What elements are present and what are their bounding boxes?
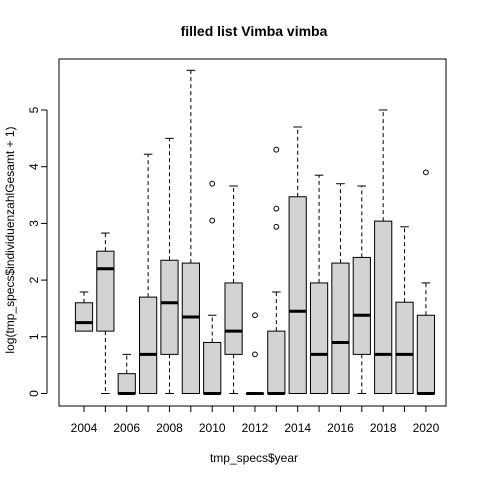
y-tick-label: 2 <box>27 276 41 283</box>
x-tick-label: 2008 <box>156 421 183 435</box>
box-2020 <box>416 169 436 395</box>
box-body <box>224 282 243 355</box>
box-body <box>96 250 115 332</box>
box-2019 <box>395 226 414 395</box>
box-2013 <box>267 146 286 395</box>
y-tick-label: 1 <box>27 333 41 340</box>
box-2007 <box>139 153 158 394</box>
box-body <box>331 262 350 394</box>
box-2018 <box>374 109 393 394</box>
x-tick-label: 2010 <box>199 421 226 435</box>
x-tick-label: 2012 <box>242 421 269 435</box>
outlier-point <box>209 217 216 224</box>
outlier-point <box>423 169 429 176</box>
x-tick-label: 2016 <box>327 421 354 435</box>
outlier-point <box>273 205 280 212</box>
y-axis: 0 1 2 3 4 5 <box>27 106 48 397</box>
y-tick-label: 0 <box>27 390 41 397</box>
box-body <box>74 302 94 332</box>
x-tick-label: 2020 <box>413 421 440 435</box>
outlier-point <box>273 146 280 153</box>
y-axis-label: log(tmp_specs$individuenzahlGesamt + 1) <box>3 126 17 353</box>
x-axis-label: tmp_specs$year <box>210 451 298 465</box>
box-body <box>374 220 393 394</box>
x-tick-label: 2004 <box>71 421 98 435</box>
outlier-point <box>252 312 258 319</box>
outlier-point <box>273 223 280 230</box>
chart-title: filled list Vimba vimba <box>181 23 328 39</box>
box-2012 <box>245 312 265 395</box>
box-2009 <box>181 69 200 394</box>
box-body <box>160 259 179 355</box>
x-tick-label: 2018 <box>370 421 397 435</box>
x-tick-label: 2006 <box>113 421 140 435</box>
box-body <box>352 256 371 355</box>
box-2005 <box>96 232 115 394</box>
box-body <box>117 373 136 394</box>
box-2008 <box>160 137 179 394</box>
box-2017 <box>352 185 371 394</box>
box-2006 <box>117 353 136 395</box>
boxes-group <box>74 69 436 395</box>
outlier-point <box>209 180 216 187</box>
box-body <box>288 196 307 394</box>
box-2011 <box>224 185 243 394</box>
outlier-point <box>252 351 258 358</box>
box-body <box>309 282 329 394</box>
box-2015 <box>309 174 329 394</box>
box-2004 <box>74 291 94 332</box>
box-body <box>203 341 222 394</box>
box-body <box>267 330 286 395</box>
box-2010 <box>203 180 222 395</box>
box-body <box>416 314 436 394</box>
x-tick-label: 2014 <box>284 421 311 435</box>
box-body <box>395 301 414 395</box>
box-body <box>181 262 200 394</box>
x-axis: 2004 2006 2008 2010 2012 2014 2016 2018 2020 <box>71 405 440 435</box>
y-tick-label: 4 <box>27 163 41 170</box>
y-tick-label: 3 <box>27 220 41 227</box>
box-2016 <box>331 183 350 394</box>
y-tick-label: 5 <box>27 106 41 113</box>
box-body <box>139 296 158 394</box>
box-2014 <box>288 126 307 394</box>
